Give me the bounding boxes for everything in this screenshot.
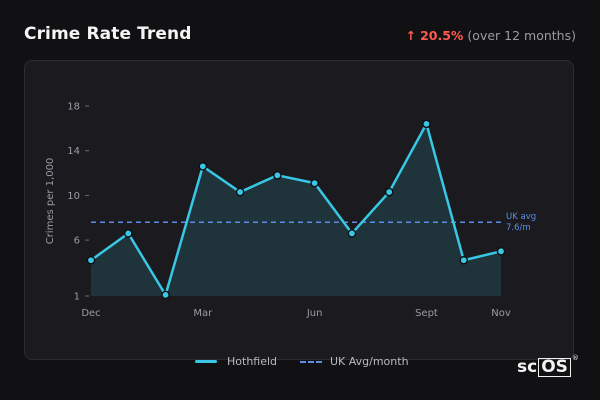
data-point: [86, 255, 96, 265]
brand-prefix: sc: [517, 357, 538, 377]
legend-label-series: Hothfield: [227, 355, 278, 368]
brand-boxed: OS: [538, 358, 571, 377]
y-axis-label: Crimes per 1,000: [45, 158, 56, 245]
arrow-up-icon: ↑: [405, 28, 417, 43]
data-point: [161, 290, 170, 300]
legend-label-reference: UK Avg/month: [330, 355, 409, 368]
data-point: [496, 246, 506, 256]
data-point: [198, 162, 208, 171]
x-tick-label: Nov: [491, 308, 511, 319]
legend-item-hothfield[interactable]: Hothfield: [195, 355, 277, 368]
data-point: [273, 170, 282, 180]
reference-label-value: 7.6/m: [506, 223, 531, 233]
change-value: 20.5%: [420, 28, 464, 43]
data-point: [459, 255, 469, 265]
data-point: [310, 178, 319, 188]
legend-swatch-dashed: [300, 360, 322, 363]
series-area-fill: [91, 123, 501, 296]
change-note: (over 12 months): [467, 28, 576, 43]
series-line-hothfield: [89, 122, 503, 297]
data-point: [347, 229, 357, 238]
chart-card: [24, 60, 574, 360]
x-tick-label: Mar: [193, 308, 213, 319]
reference-label-name: UK avg: [506, 212, 536, 222]
change-summary: ↑ 20.5% (over 12 months): [406, 28, 576, 43]
brand-logo: sc OS ®: [517, 354, 579, 377]
legend: Hothfield UK Avg/month: [0, 355, 600, 369]
legend-item-uk-avg[interactable]: UK Avg/month: [300, 355, 409, 368]
registered-mark: ®: [571, 354, 579, 362]
x-tick-label: Sept: [415, 308, 438, 319]
y-tick-label: 1: [74, 292, 80, 303]
page-title: Crime Rate Trend: [24, 24, 192, 44]
data-point: [235, 187, 245, 197]
legend-swatch-solid: [195, 360, 217, 363]
x-tick-label: Jun: [306, 308, 323, 319]
data-point: [123, 229, 133, 238]
x-tick-label: Dec: [81, 308, 100, 319]
y-tick-label: 10: [67, 191, 80, 202]
y-tick-label: 6: [74, 236, 80, 247]
data-point: [384, 187, 394, 197]
data-point: [422, 119, 431, 129]
y-tick-label: 14: [67, 146, 80, 157]
y-tick-label: 18: [67, 102, 80, 113]
